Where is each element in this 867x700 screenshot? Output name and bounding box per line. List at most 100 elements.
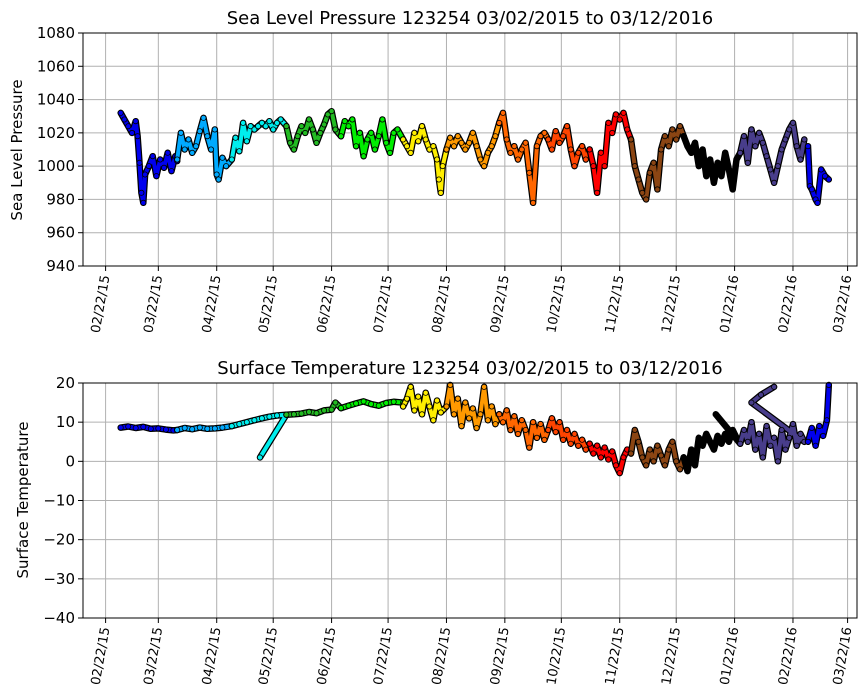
data-point [590, 450, 597, 457]
series [627, 426, 687, 473]
chart-title: Sea Level Pressure 123254 03/02/2015 to … [227, 8, 714, 29]
data-point [477, 156, 484, 163]
x-tick-label: 02/22/16 [776, 626, 801, 686]
data-point [313, 139, 320, 146]
data-point [515, 156, 522, 163]
data-point [756, 430, 763, 437]
data-point [162, 426, 169, 433]
series [443, 381, 503, 432]
sea-level-pressure-panel: Sea Level Pressure 123254 03/02/2015 to … [8, 8, 858, 334]
data-point [537, 421, 544, 428]
data-point [255, 123, 262, 130]
data-point [437, 189, 444, 196]
data-point [426, 146, 433, 153]
series [443, 119, 503, 170]
data-point [251, 417, 258, 424]
series [736, 119, 808, 187]
data-point [594, 189, 601, 196]
data-point [458, 139, 465, 146]
data-point [774, 163, 781, 170]
series [283, 107, 345, 153]
data-point [530, 199, 537, 206]
data-point [793, 442, 800, 449]
data-layer [117, 381, 833, 477]
data-point [400, 403, 407, 410]
x-tick-label: 10/22/15 [544, 626, 569, 686]
data-point [537, 133, 544, 140]
data-point [609, 129, 616, 136]
data-point [782, 446, 789, 453]
data-point [189, 426, 196, 433]
series [117, 423, 181, 434]
y-tick-label: 960 [46, 224, 75, 242]
data-point [812, 442, 819, 449]
data-point [825, 176, 832, 183]
data-point [808, 186, 815, 193]
data-point [737, 149, 744, 156]
y-tick-label: 10 [56, 413, 75, 431]
data-point [677, 123, 684, 130]
data-point [673, 136, 680, 143]
data-point [496, 411, 503, 418]
data-point [741, 426, 748, 433]
data-point [571, 430, 578, 437]
data-point [639, 189, 646, 196]
data-point [138, 189, 145, 196]
data-point [435, 176, 442, 183]
data-point [805, 143, 812, 150]
data-point [616, 116, 623, 123]
data-point [586, 146, 593, 153]
data-point [153, 173, 160, 180]
x-tick-label: 03/22/16 [831, 626, 856, 686]
data-point [744, 438, 751, 445]
data-point [759, 139, 766, 146]
data-point [552, 428, 559, 435]
data-point [582, 156, 589, 163]
data-point [695, 163, 702, 170]
x-tick-label: 02/22/15 [89, 626, 114, 686]
data-point [160, 164, 167, 171]
x-tick-label: 02/22/16 [776, 274, 801, 334]
data-point [430, 143, 437, 150]
data-point [503, 136, 510, 143]
data-point [790, 421, 797, 428]
data-point [447, 381, 454, 388]
data-point [132, 424, 139, 431]
x-tick-label: 04/22/15 [200, 274, 225, 334]
y-tick-label: 0 [65, 452, 75, 470]
data-point [530, 419, 537, 426]
chart-title: Surface Temperature 123254 03/02/2015 to… [217, 358, 722, 379]
data-point [665, 143, 672, 150]
data-point [628, 450, 635, 457]
x-tick-label: 08/22/15 [429, 626, 454, 686]
series [586, 109, 635, 197]
data-point [466, 415, 473, 422]
series [399, 383, 450, 424]
data-point [174, 156, 181, 163]
series [117, 109, 181, 207]
data-point [567, 440, 574, 447]
data-point [612, 111, 619, 118]
data-point [801, 136, 808, 143]
data-point [654, 186, 661, 193]
data-point [797, 430, 804, 437]
data-point [386, 149, 393, 156]
data-point [273, 412, 280, 419]
data-point [375, 402, 382, 409]
data-point [433, 156, 440, 163]
data-point [145, 163, 152, 170]
data-point [564, 123, 571, 130]
data-point [258, 415, 265, 422]
data-point [208, 146, 215, 153]
data-point [744, 159, 751, 166]
data-point [748, 126, 755, 133]
y-tick-label: −10 [43, 492, 75, 510]
data-point [117, 109, 124, 116]
data-point [439, 163, 446, 170]
data-point [680, 454, 687, 461]
data-point [219, 154, 226, 161]
data-point [771, 179, 778, 186]
data-point [533, 434, 540, 441]
data-point [128, 129, 135, 136]
data-point [168, 168, 175, 175]
